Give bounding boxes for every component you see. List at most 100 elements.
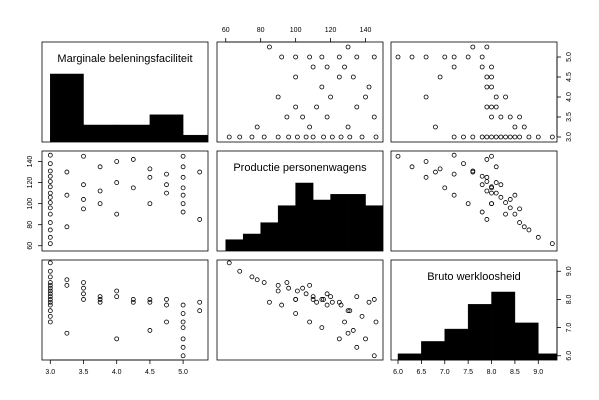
scatter-point bbox=[498, 182, 504, 188]
scatter-point bbox=[347, 308, 353, 314]
scatter-point bbox=[300, 285, 306, 291]
scatter-point bbox=[284, 114, 290, 120]
tick-label: 80 bbox=[257, 27, 265, 34]
scatter-point bbox=[345, 308, 351, 314]
scatter-point bbox=[465, 54, 471, 60]
scatter-point bbox=[81, 297, 86, 302]
scatter-point bbox=[47, 282, 53, 288]
scatter-point bbox=[484, 174, 490, 180]
tick-label: 120 bbox=[325, 27, 337, 34]
panel-frame bbox=[216, 41, 384, 143]
scatter-point bbox=[484, 217, 490, 222]
scatter-point bbox=[47, 285, 53, 291]
histogram-bar bbox=[491, 291, 516, 360]
variable-title: Bruto werkloosheid bbox=[427, 271, 521, 283]
histogram-bar bbox=[467, 304, 492, 360]
scatter-point bbox=[180, 201, 186, 207]
scatter-point bbox=[371, 114, 377, 120]
scatter-point bbox=[484, 104, 490, 110]
scatter-point bbox=[451, 64, 457, 70]
scatter-point bbox=[294, 134, 300, 140]
scatter-point bbox=[512, 134, 518, 140]
scatter-point bbox=[47, 319, 53, 325]
scatter-point bbox=[507, 205, 513, 211]
tick-label: 7.0 bbox=[440, 369, 450, 376]
tick-label: 140 bbox=[27, 156, 34, 168]
scatter-point bbox=[47, 234, 53, 240]
scatter-point bbox=[47, 220, 53, 225]
scatter-point bbox=[293, 104, 299, 110]
histogram-bar bbox=[330, 194, 349, 251]
scatter-point bbox=[470, 134, 476, 140]
scatter-point bbox=[507, 134, 513, 140]
histogram-bar bbox=[295, 182, 314, 251]
scatter-point bbox=[503, 94, 508, 100]
scatter-point bbox=[267, 44, 272, 50]
scatter-point bbox=[226, 134, 232, 140]
scatter-point bbox=[97, 299, 103, 305]
histogram-bar bbox=[444, 328, 469, 360]
scatter-point bbox=[81, 291, 86, 297]
histogram-bar bbox=[260, 222, 279, 251]
scatter-point bbox=[81, 280, 86, 285]
tick-label: 4.0 bbox=[566, 92, 573, 102]
scatter-point bbox=[47, 205, 53, 211]
scatter-point bbox=[503, 200, 508, 205]
scatter-point bbox=[64, 277, 70, 283]
scatter-point bbox=[226, 260, 232, 266]
scatter-point bbox=[517, 114, 522, 120]
scatter-point bbox=[512, 124, 518, 130]
scatter-point bbox=[303, 291, 309, 297]
scatter-point bbox=[498, 194, 504, 200]
scatter-point bbox=[484, 74, 490, 80]
scatter-point bbox=[275, 134, 281, 140]
scatter-point bbox=[329, 134, 335, 140]
scatter-point bbox=[180, 185, 186, 191]
scatter-point bbox=[319, 325, 325, 331]
scatter-point bbox=[371, 353, 377, 359]
scatter-point bbox=[371, 54, 377, 60]
scatter-point bbox=[47, 313, 53, 319]
tick-label: 100 bbox=[27, 198, 34, 210]
scatter-point bbox=[47, 190, 53, 196]
scatter-point bbox=[47, 161, 53, 167]
scatter-point bbox=[284, 280, 290, 285]
scatter-point bbox=[409, 54, 415, 60]
scatter-point bbox=[442, 185, 448, 191]
scatter-point bbox=[423, 174, 429, 180]
scatter-point bbox=[114, 288, 120, 294]
scatter-point bbox=[489, 74, 494, 80]
scatter-point bbox=[329, 299, 335, 305]
histogram-bar bbox=[225, 239, 244, 251]
scatter-point bbox=[249, 274, 255, 280]
variable-title: Marginale beleningsfaciliteit bbox=[57, 53, 192, 65]
panel-frame bbox=[216, 150, 384, 252]
scatter-point bbox=[489, 190, 494, 196]
scatter-point bbox=[47, 302, 53, 308]
scatter-point bbox=[479, 182, 485, 188]
scatter-point bbox=[423, 54, 429, 60]
scatter-point bbox=[310, 297, 316, 302]
scatter-point bbox=[345, 44, 351, 50]
scatter-point bbox=[503, 134, 508, 140]
scatter-point bbox=[321, 134, 326, 140]
scatter-point bbox=[64, 224, 70, 230]
scatter-point bbox=[197, 217, 203, 222]
scatter-point bbox=[97, 297, 103, 302]
scatter-point bbox=[342, 64, 347, 70]
scatter-point bbox=[114, 180, 120, 185]
scatter-point bbox=[319, 84, 325, 90]
panel-frame bbox=[390, 41, 558, 143]
scatter-point bbox=[197, 299, 203, 305]
scatter-point bbox=[493, 134, 499, 140]
scatter-point bbox=[526, 227, 532, 233]
scatter-point bbox=[307, 54, 313, 60]
scatter-point bbox=[307, 124, 313, 130]
scatter-point bbox=[180, 344, 186, 350]
scatter-point bbox=[130, 185, 136, 191]
scatter-point bbox=[47, 173, 53, 179]
tick-label: 9.0 bbox=[566, 266, 573, 276]
scatter-point bbox=[451, 54, 457, 60]
histogram-bar bbox=[83, 124, 117, 142]
scatter-point bbox=[517, 220, 522, 225]
